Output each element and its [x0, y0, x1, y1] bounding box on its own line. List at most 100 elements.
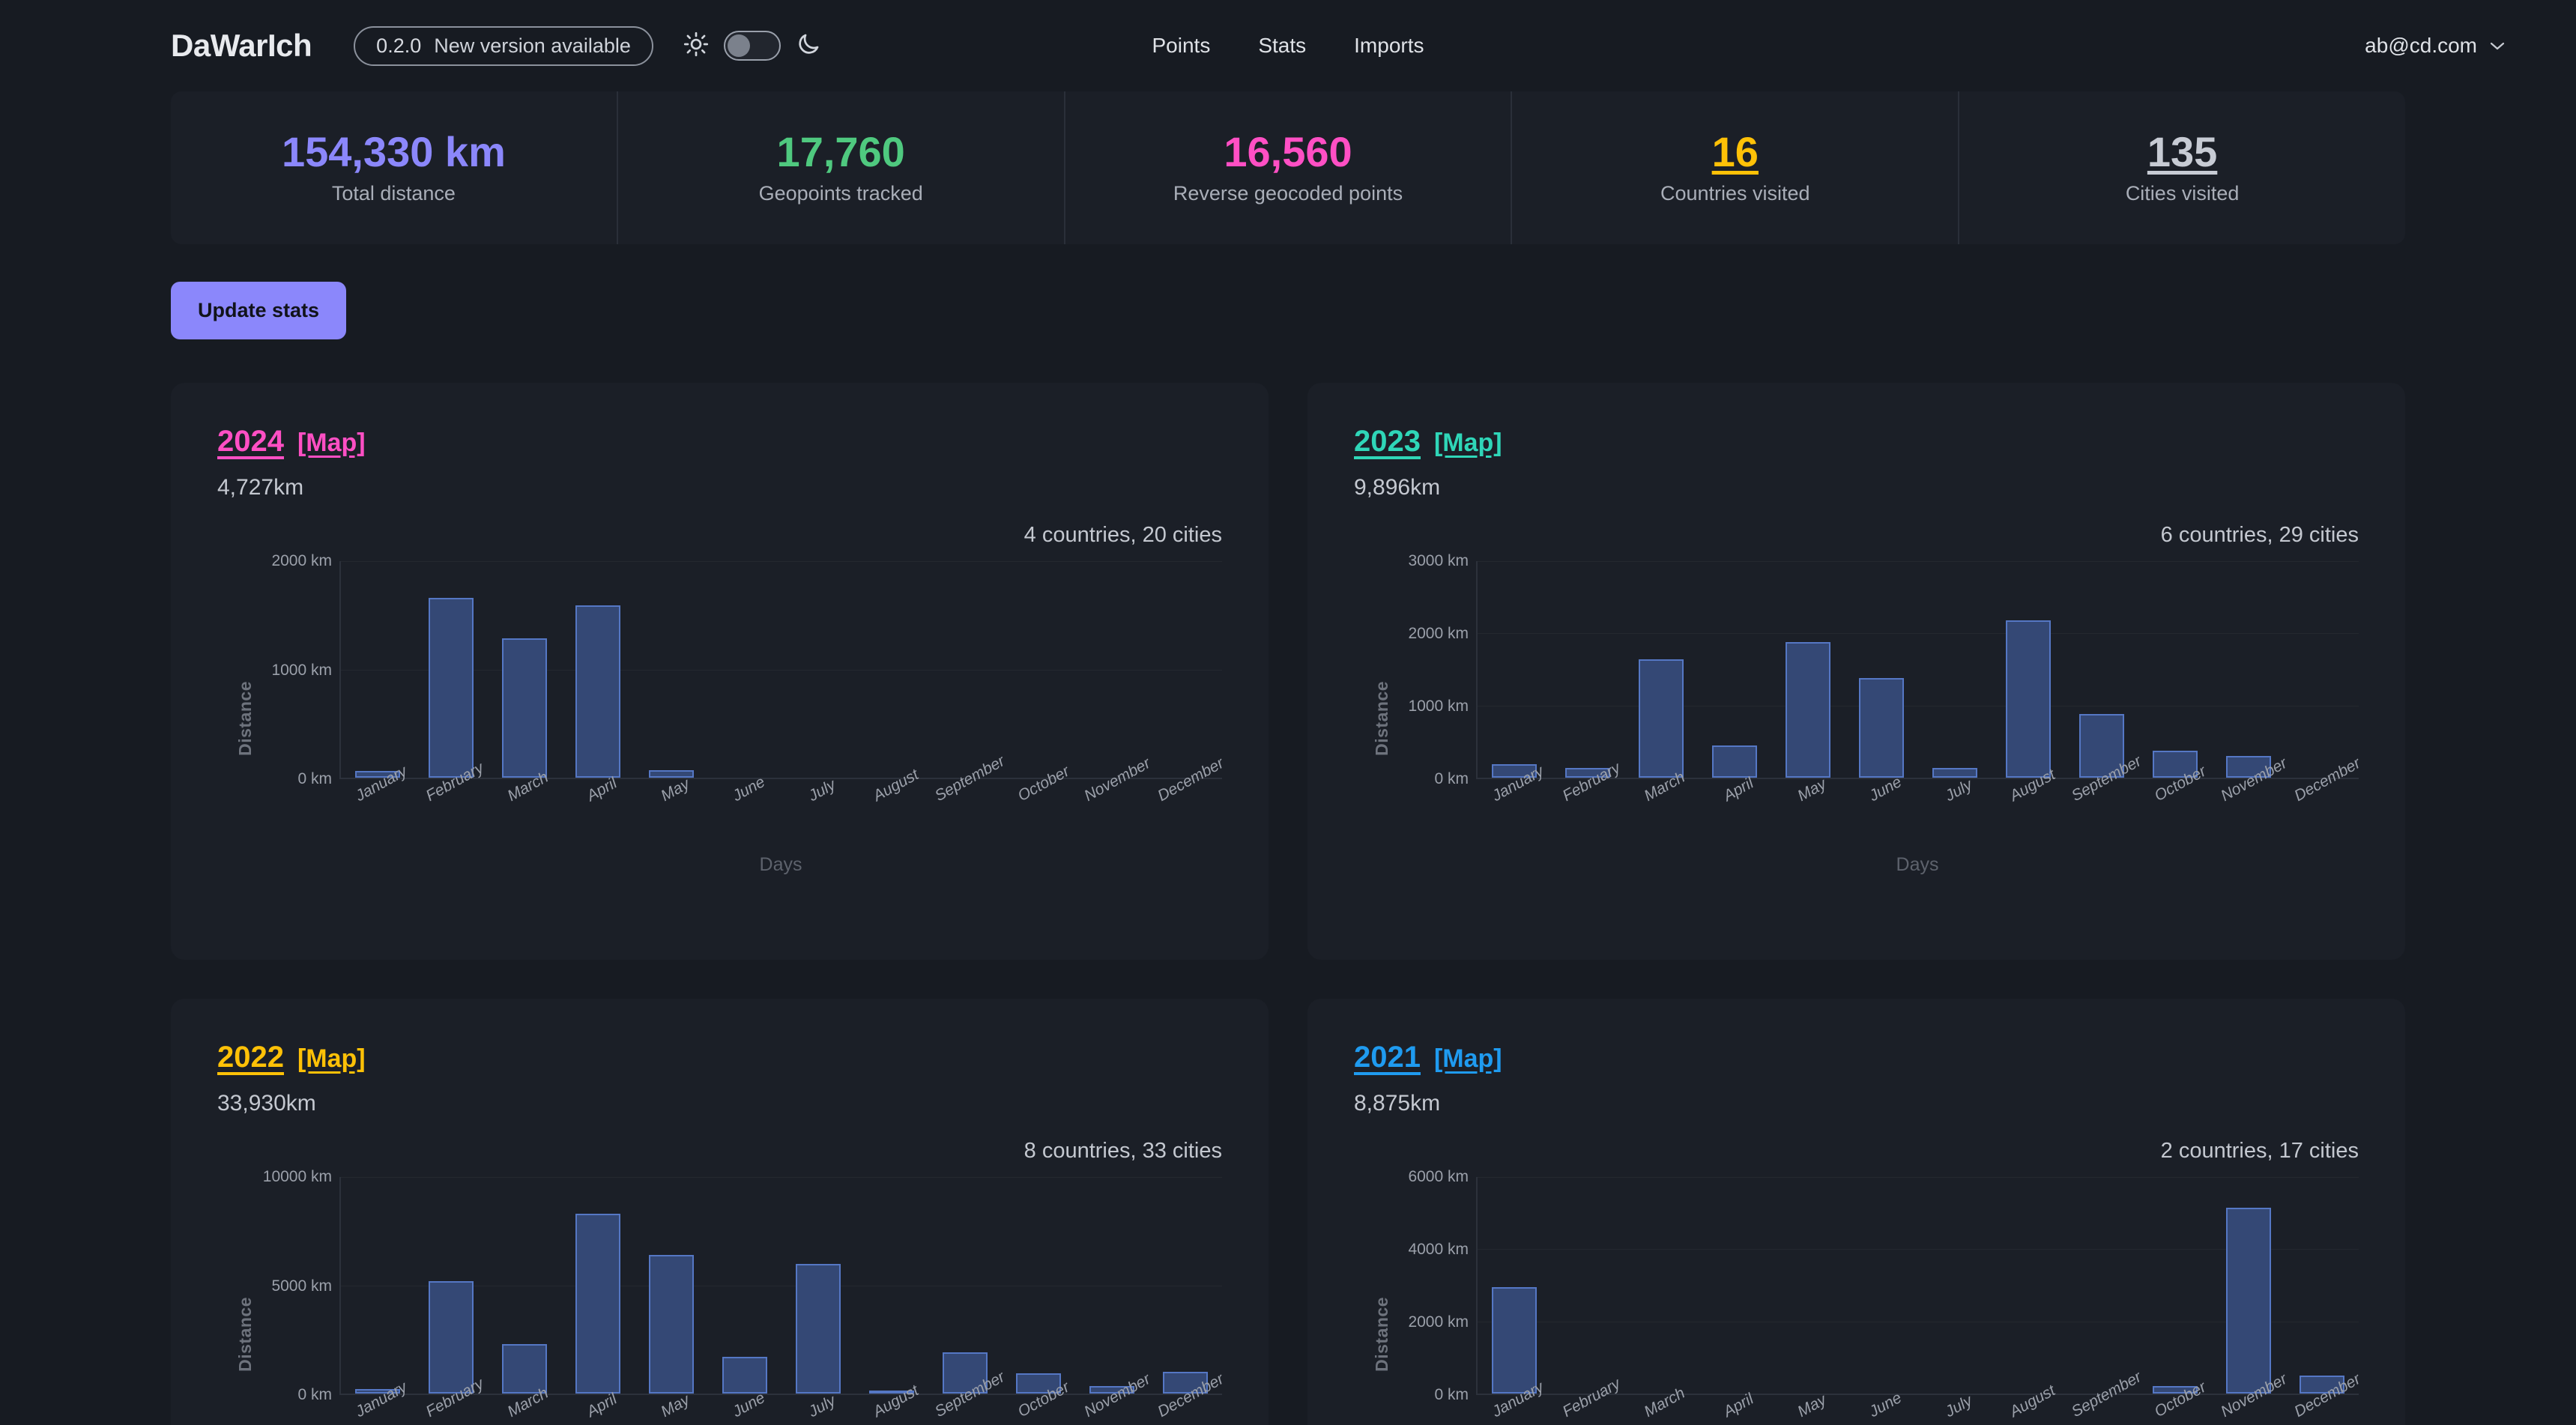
bar[interactable] — [1162, 1372, 1209, 1394]
bar[interactable] — [1015, 1373, 1062, 1394]
bar-slot — [1992, 561, 2065, 778]
bar[interactable] — [2299, 1375, 2345, 1394]
year-card: 2022 [Map] 33,930km 8 countries, 33 cities D… — [171, 999, 1269, 1425]
bar-slot — [1624, 561, 1698, 778]
bar[interactable] — [1491, 763, 1538, 778]
year-card: 2023 [Map] 9,896km 6 countries, 29 cities Di… — [1307, 383, 2405, 960]
stat-card: 135 Cities visited — [1959, 91, 2405, 244]
bar[interactable] — [2152, 751, 2198, 778]
bar[interactable] — [1785, 641, 1831, 778]
gridline — [341, 669, 1222, 671]
theme-toggle[interactable] — [723, 31, 781, 61]
bar[interactable] — [648, 1255, 695, 1394]
top-navbar: DaWarIch 0.2.0 New version available Poi… — [0, 0, 2576, 91]
version-message: New version available — [434, 34, 631, 57]
bar[interactable] — [501, 1343, 548, 1394]
bar[interactable] — [1858, 678, 1905, 778]
user-menu[interactable]: ab@cd.com — [2365, 34, 2506, 58]
map-link[interactable]: [Map] — [297, 429, 366, 457]
plot-area — [339, 1177, 1222, 1395]
bar-slot — [708, 1177, 781, 1394]
year-link[interactable]: 2021 — [1354, 1041, 1421, 1074]
bar[interactable] — [1638, 659, 1684, 778]
bar-series — [341, 1177, 1222, 1394]
stat-label: Total distance — [331, 181, 456, 205]
bar[interactable] — [1932, 767, 1978, 778]
stat-value[interactable]: 16 — [1711, 128, 1759, 176]
x-tick-label: July — [1942, 1391, 1976, 1421]
bar-slot — [1551, 1177, 1624, 1394]
bar-slot — [928, 561, 1002, 778]
bar-slot — [414, 1177, 488, 1394]
map-link[interactable]: [Map] — [297, 1044, 366, 1073]
nav-item-stats[interactable]: Stats — [1258, 34, 1307, 57]
map-link[interactable]: [Map] — [1433, 1044, 1502, 1073]
year-card-header: 2021 [Map] — [1354, 1041, 2359, 1074]
y-tick-label: 3000 km — [1408, 552, 1469, 569]
y-axis-ticks: 0 km 1000 km 2000 km — [256, 552, 339, 787]
bar[interactable] — [868, 1390, 915, 1394]
map-link[interactable]: [Map] — [1433, 429, 1502, 457]
x-tick-label: April — [1720, 774, 1756, 805]
bar[interactable] — [1089, 1385, 1135, 1394]
bar[interactable] — [575, 605, 621, 778]
year-total-distance: 8,875km — [1354, 1091, 1441, 1116]
stat-card: 16,560 Reverse geocoded points — [1065, 91, 1513, 244]
version-badge[interactable]: 0.2.0 New version available — [354, 25, 653, 66]
bar[interactable] — [1564, 767, 1611, 778]
stat-label: Countries visited — [1660, 181, 1810, 205]
nav-item-imports[interactable]: Imports — [1354, 34, 1424, 57]
stat-label: Reverse geocoded points — [1173, 181, 1403, 205]
version-number: 0.2.0 — [376, 34, 422, 57]
bar[interactable] — [2005, 620, 2052, 778]
y-axis-ticks: 0 km 5000 km 10000 km — [256, 1168, 339, 1403]
bar-slot — [1002, 1177, 1075, 1394]
bar[interactable] — [795, 1263, 841, 1394]
x-tick-label: April — [1720, 1390, 1756, 1421]
moon-icon — [796, 31, 821, 61]
x-tick-label: April — [583, 774, 620, 805]
bar[interactable] — [722, 1356, 768, 1394]
bar[interactable] — [354, 771, 401, 778]
update-stats-button[interactable]: Update stats — [171, 282, 347, 339]
bar[interactable] — [942, 1352, 988, 1394]
stat-value[interactable]: 135 — [2147, 128, 2218, 176]
year-total-distance: 33,930km — [217, 1091, 316, 1116]
bar-slot — [855, 561, 928, 778]
bar-slot — [1002, 561, 1075, 778]
bar[interactable] — [575, 1214, 621, 1394]
x-axis-title: Days — [1896, 854, 1939, 875]
theme-toggle-knob — [727, 34, 750, 57]
y-tick-label: 1000 km — [271, 661, 332, 679]
bar-slot — [1771, 561, 1845, 778]
bar[interactable] — [501, 638, 548, 778]
year-link[interactable]: 2022 — [217, 1041, 284, 1074]
x-axis-labels: January February March April May June July Augu… — [1392, 752, 2363, 851]
bar-slot — [1624, 1177, 1698, 1394]
nav-item-points[interactable]: Points — [1152, 34, 1211, 57]
x-tick-label: May — [658, 775, 692, 805]
bar[interactable] — [354, 1389, 401, 1394]
bar[interactable] — [1491, 1286, 1538, 1394]
bar-slot — [1075, 561, 1149, 778]
distance-bar-chart: Distance 0 km 1000 km 2000 km January Februar… — [217, 552, 1227, 876]
bar[interactable] — [1711, 745, 1758, 778]
x-tick-label: May — [1795, 775, 1829, 805]
stats-strip: 154,330 km Total distance 17,760 Geopoints … — [171, 91, 2405, 244]
stat-card: 17,760 Geopoints tracked — [618, 91, 1065, 244]
bar[interactable] — [428, 1280, 474, 1394]
bar[interactable] — [2078, 714, 2125, 778]
bar[interactable] — [2225, 756, 2272, 778]
stat-card: 154,330 km Total distance — [171, 91, 618, 244]
bar[interactable] — [2225, 1207, 2272, 1394]
sun-icon — [683, 31, 709, 61]
bar[interactable] — [2152, 1386, 2198, 1394]
bar[interactable] — [648, 769, 695, 778]
y-axis-title: Distance — [1372, 681, 1391, 756]
bar-slot — [1149, 561, 1222, 778]
year-link[interactable]: 2024 — [217, 425, 284, 458]
year-link[interactable]: 2023 — [1354, 425, 1421, 458]
bar-slot — [1992, 1177, 2065, 1394]
bar[interactable] — [428, 598, 474, 778]
app-brand[interactable]: DaWarIch — [171, 28, 312, 63]
